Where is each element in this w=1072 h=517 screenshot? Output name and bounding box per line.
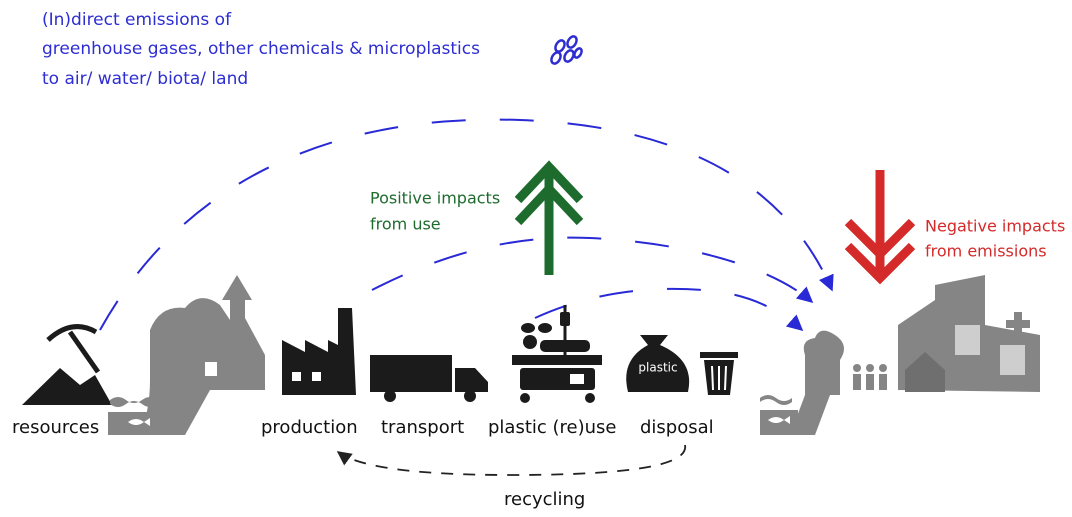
disposal-icon: plastic [626,335,738,395]
emission-arc [535,289,802,330]
stage-label: plastic (re)use [488,417,617,438]
diagram: (In)direct emissions of greenhouse gases… [0,0,1072,513]
landscape-icon-part [205,362,217,376]
microplastic-icon [550,35,584,65]
production-icon [282,308,356,395]
positive-text: from use [370,215,441,234]
reuse-icon-part [520,393,530,403]
reuse-icon-part [585,393,595,403]
emissions-line: greenhouse gases, other chemicals & micr… [42,39,480,59]
positive-text: Positive impacts [370,189,500,208]
emissions-line: (In)direct emissions of [42,10,232,30]
microplastic-icon-part [573,47,583,59]
city-icon-part-part [853,364,861,372]
city-icon-part-part [879,374,887,390]
recycling-label: recycling [504,489,585,510]
stage-label: transport [381,417,464,438]
city-icon-part-part [879,364,887,372]
negative-arrow [848,170,912,280]
city-icon [853,275,1040,392]
transport-icon-part [464,390,476,402]
landscape-icon-part [140,275,265,435]
microplastic-icon-part [566,35,579,49]
negative-text: Negative impacts [925,217,1065,236]
resources-icon [22,327,112,405]
city-icon-part [1000,345,1025,375]
recycling-arc [338,445,685,475]
transport-icon-part [370,355,452,392]
disposal-icon-part-part [725,366,726,390]
emissions-text: (In)direct emissions of greenhouse gases… [42,10,480,89]
environment-icon-part [760,395,792,405]
stage-label: resources [12,417,99,438]
bag-label: plastic [638,361,677,375]
reuse-icon-part [560,312,570,326]
reuse-icon-part [570,374,584,384]
emission-arc [372,238,812,302]
resources-icon-part [22,368,112,405]
microplastic-icon-part [554,39,567,53]
transport-icon-part [455,368,488,392]
emissions-line: to air/ water/ biota/ land [42,69,248,89]
emission-arc [100,120,832,330]
reuse-icon-part [538,323,552,333]
production-icon-part [312,372,321,381]
transport-icon [370,355,488,402]
disposal-icon-part-part [712,366,713,390]
positive-arrow [518,167,580,275]
environment-icon [760,331,844,435]
resources-icon-part [70,332,98,372]
city-icon-part-part [853,374,861,390]
reuse-icon-part [523,335,537,349]
disposal-icon-part [700,352,738,358]
city-icon-part-part [866,374,874,390]
reuse-icon-part [512,355,602,365]
landscape-icon [108,275,265,435]
city-icon-part [955,325,980,355]
city-icon-part-part [866,364,874,372]
city-icon-part [853,364,887,390]
microplastic-icon-part [550,51,563,65]
reuse-icon-part [521,323,535,333]
landscape-icon-part [110,397,158,407]
stage-label: disposal [640,417,714,438]
transport-icon-part [384,390,396,402]
stage-label: production [261,417,358,438]
negative-text: from emissions [925,242,1047,261]
environment-icon-part [790,331,844,435]
production-icon-part [282,308,356,395]
production-icon-part [292,372,301,381]
reuse-icon [512,305,602,403]
